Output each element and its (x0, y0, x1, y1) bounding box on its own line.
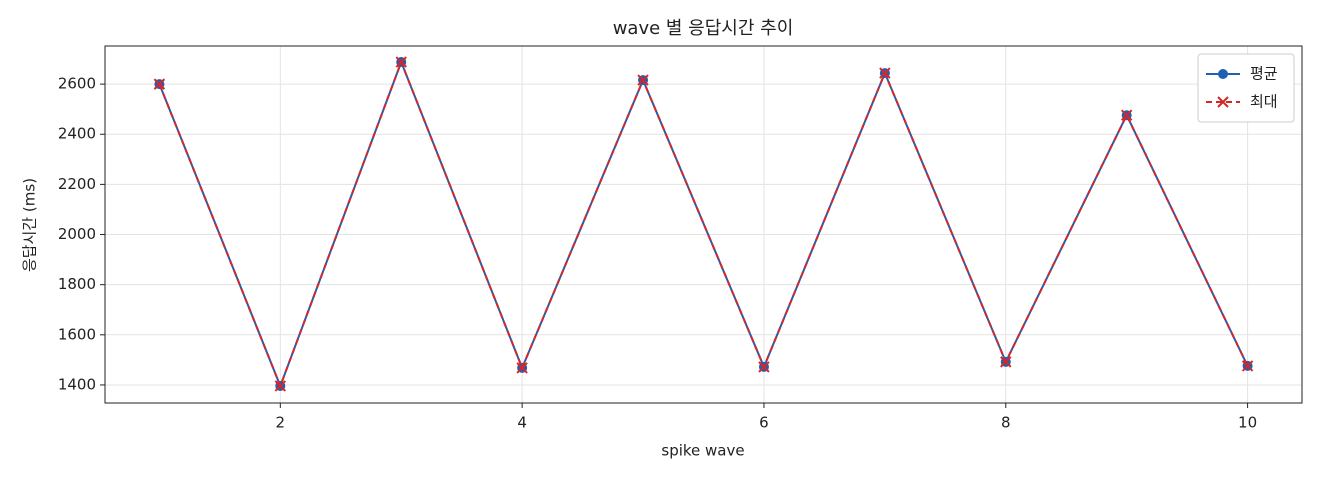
marker (516, 362, 528, 374)
legend-box (1197, 53, 1295, 123)
x-axis-label: spike wave (661, 442, 744, 460)
x-tick-label: 2 (276, 414, 286, 432)
x-tick-label: 10 (1238, 414, 1257, 432)
chart-title: wave 별 응답시간 추이 (613, 18, 794, 39)
marker (274, 380, 287, 392)
marker-shape (879, 67, 891, 79)
marker (1120, 109, 1133, 121)
marker (153, 78, 166, 90)
y-tick-label: 1800 (58, 275, 96, 293)
marker-shape (274, 380, 287, 392)
marker (1000, 356, 1012, 368)
marker-shape (153, 78, 166, 90)
plot-frame (104, 45, 1303, 404)
y-tick-label: 2200 (58, 175, 96, 193)
marker-shape (516, 362, 528, 374)
legend-label: 최대 (1250, 93, 1278, 111)
x-tick-label: 6 (759, 414, 769, 432)
y-tick-label: 1400 (58, 375, 96, 393)
y-tick-label: 2000 (58, 225, 96, 243)
marker-shape (395, 56, 407, 68)
legend-label: 평균 (1250, 65, 1278, 83)
marker-shape (1000, 356, 1012, 368)
marker (637, 74, 649, 86)
marker-shape (758, 361, 770, 373)
series-line (158, 59, 1249, 389)
marker-shape (1241, 360, 1254, 372)
marker (395, 56, 407, 68)
series-line (158, 59, 1249, 389)
y-tick-label: 2400 (58, 125, 96, 143)
marker (879, 67, 891, 79)
marker-shape (1217, 96, 1229, 108)
marker (1218, 69, 1228, 79)
y-axis-label: 응답시간 (ms) (21, 178, 39, 272)
marker-shape (637, 74, 649, 86)
y-tick-label: 1600 (58, 325, 96, 343)
marker-shape (1120, 109, 1133, 121)
y-tick-label: 2600 (58, 75, 96, 93)
x-tick-label: 4 (517, 414, 527, 432)
marker (1241, 360, 1254, 372)
marker (1217, 96, 1229, 108)
marker (758, 361, 770, 373)
x-tick-label: 8 (1001, 414, 1011, 432)
